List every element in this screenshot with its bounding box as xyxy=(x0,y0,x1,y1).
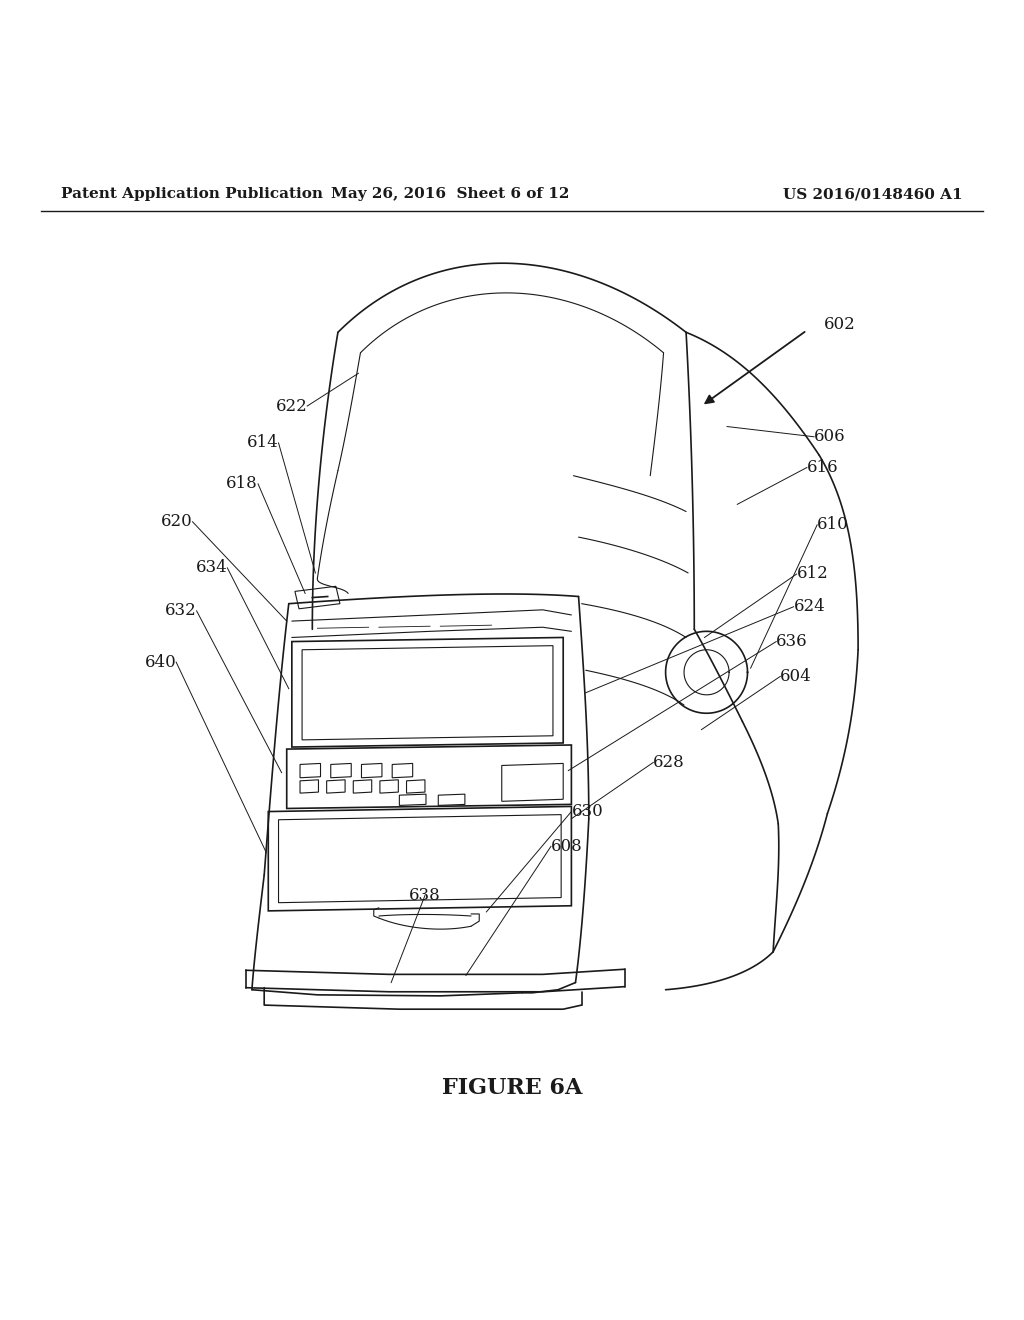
Text: May 26, 2016  Sheet 6 of 12: May 26, 2016 Sheet 6 of 12 xyxy=(332,187,569,201)
Text: 632: 632 xyxy=(165,602,197,619)
Text: 616: 616 xyxy=(807,459,839,477)
Text: 620: 620 xyxy=(161,513,193,531)
Text: 634: 634 xyxy=(196,560,227,577)
Text: 610: 610 xyxy=(817,516,849,533)
Text: 608: 608 xyxy=(551,838,583,855)
Text: Patent Application Publication: Patent Application Publication xyxy=(61,187,324,201)
Text: FIGURE 6A: FIGURE 6A xyxy=(441,1077,583,1100)
Text: 614: 614 xyxy=(247,434,279,451)
Text: 638: 638 xyxy=(409,887,441,904)
Text: 624: 624 xyxy=(794,598,825,615)
Text: 640: 640 xyxy=(144,653,176,671)
Text: 604: 604 xyxy=(780,668,812,685)
Text: 606: 606 xyxy=(814,428,846,445)
Text: 602: 602 xyxy=(824,315,856,333)
Text: 612: 612 xyxy=(797,565,828,582)
Text: 622: 622 xyxy=(275,397,307,414)
Text: 618: 618 xyxy=(226,475,258,492)
Text: 630: 630 xyxy=(571,803,603,820)
Text: 636: 636 xyxy=(776,634,808,649)
Text: 628: 628 xyxy=(653,754,685,771)
Text: US 2016/0148460 A1: US 2016/0148460 A1 xyxy=(783,187,963,201)
